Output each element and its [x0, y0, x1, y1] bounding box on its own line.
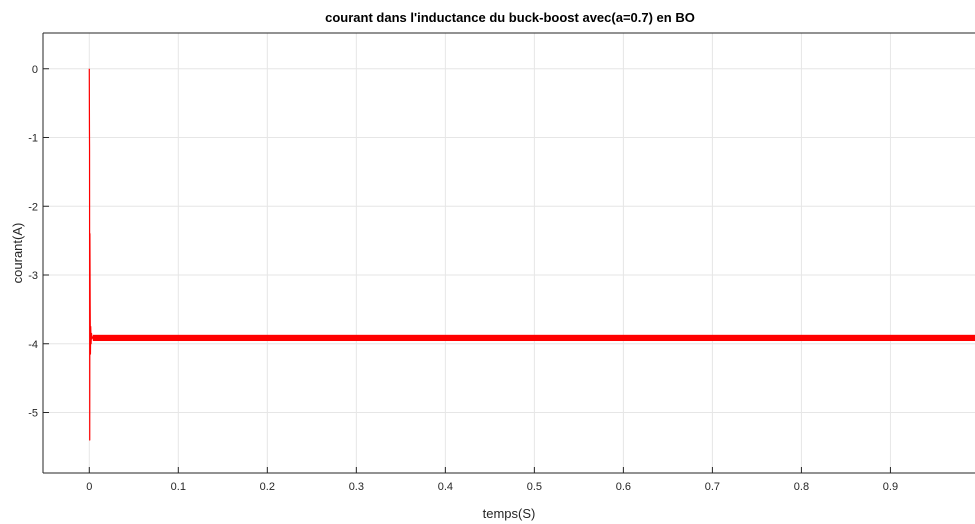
x-axis-title: temps(S): [483, 506, 536, 521]
x-tick-label: 0.5: [527, 481, 542, 493]
data-series: [88, 68, 975, 441]
y-tick-label: -4: [28, 339, 38, 351]
y-tick-label: 0: [32, 64, 38, 76]
plot-area: [43, 33, 975, 473]
axes: [42, 32, 975, 474]
x-tick-label: 0.9: [883, 481, 898, 493]
y-tick-label: -5: [28, 408, 38, 420]
tick-marks: [43, 68, 891, 473]
x-tick-label: 0.1: [171, 481, 186, 493]
grid-lines: [43, 33, 975, 473]
y-axis-title: courant(A): [10, 223, 25, 284]
x-tick-label: 0.3: [349, 481, 364, 493]
series-line: [88, 68, 975, 441]
x-tick-label: 0.7: [705, 481, 720, 493]
x-tick-label: 0.6: [616, 481, 631, 493]
x-tick-label: 0.8: [794, 481, 809, 493]
x-tick-label: 0: [86, 481, 92, 493]
x-tick-label: 0.2: [260, 481, 275, 493]
y-tick-label: -1: [28, 133, 38, 145]
y-tick-label: -2: [28, 201, 38, 213]
y-tick-label: -3: [28, 270, 38, 282]
tick-labels: 0 0.1 0.2 0.3 0.4 0.5 0.6 0.7 0.8 0.9 0 -1 -2 -3 -4 -5: [28, 64, 898, 493]
chart-title: courant dans l'inductance du buck-boost …: [325, 10, 695, 25]
x-tick-label: 0.4: [438, 481, 453, 493]
